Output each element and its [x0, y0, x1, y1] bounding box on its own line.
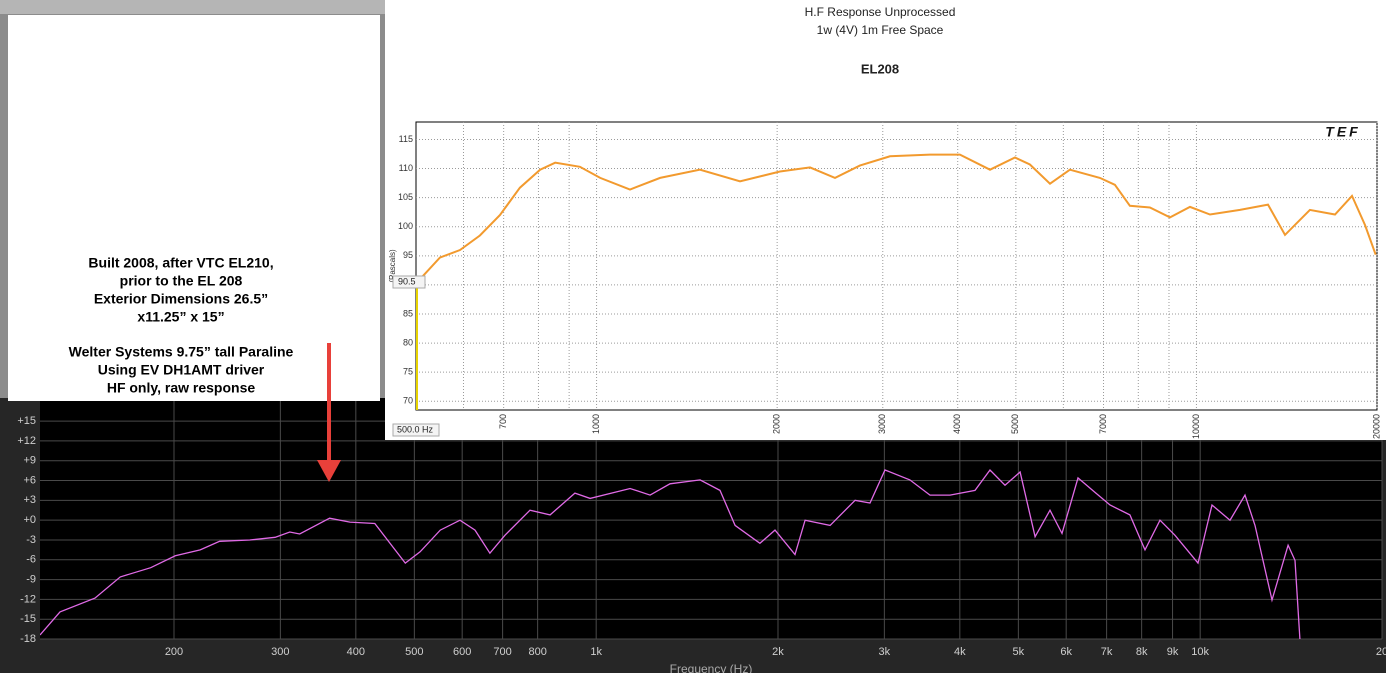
x-tick-label: 10000	[1191, 414, 1201, 439]
cursor-x-label: 500.0 Hz	[397, 424, 434, 434]
chart-heading: EL208	[861, 61, 899, 76]
y-tick-label: +0	[23, 514, 36, 526]
chart-title: H.F Response Unprocessed	[805, 5, 956, 19]
response-curve	[40, 469, 1301, 639]
cursor-y-label: 90.5	[398, 276, 416, 286]
x-tick-label: 7000	[1098, 414, 1108, 434]
logo: TEF	[1325, 124, 1360, 140]
x-tick-label: 4k	[954, 646, 966, 658]
y-tick-label: +3	[23, 494, 36, 506]
notes-background	[8, 15, 380, 401]
x-tick-label: 700	[493, 646, 511, 658]
x-tick-label: 600	[453, 646, 471, 658]
x-tick-label: 400	[347, 646, 365, 658]
y-tick-label: 85	[403, 308, 413, 318]
x-tick-label: 1000	[591, 414, 601, 434]
x-tick-label: 20000	[1371, 414, 1381, 439]
y-tick-label: -12	[20, 593, 36, 605]
y-tick-label: -9	[26, 573, 36, 585]
y-tick-label: 105	[398, 192, 413, 202]
y-tick-label: 75	[403, 367, 413, 377]
note-line: HF only, raw response	[107, 380, 256, 396]
y-tick-label: +12	[17, 435, 36, 447]
arrow-head	[317, 460, 341, 482]
notes-panel: Built 2008, after VTC EL210, prior to the…	[8, 15, 380, 482]
x-tick-label: 1k	[590, 646, 602, 658]
response-curve	[419, 153, 1377, 280]
x-tick-label: 5k	[1013, 646, 1025, 658]
tef-plot	[415, 121, 1378, 411]
note-line: prior to the EL 208	[120, 273, 243, 289]
y-tick-label: 100	[398, 221, 413, 231]
x-tick-label: 7k	[1101, 646, 1113, 658]
y-tick-label: -15	[20, 613, 36, 625]
cursor-y-box	[392, 275, 426, 289]
x-tick-label: 700	[498, 414, 508, 429]
x-tick-label: 2000	[772, 414, 782, 434]
x-tick-label: 300	[271, 646, 289, 658]
x-tick-label: 3000	[877, 414, 887, 434]
x-tick-label: 10k	[1191, 646, 1209, 658]
y-tick-label: -18	[20, 633, 36, 645]
cursor-x-box	[392, 423, 440, 437]
note-line: Welter Systems 9.75” tall Paraline	[69, 344, 294, 360]
y-axis-label: (Pascals)	[388, 249, 397, 283]
x-tick-label: 8k	[1136, 646, 1148, 658]
chart-subtitle: 1w (4V) 1m Free Space	[817, 23, 944, 37]
x-tick-label: 4000	[952, 414, 962, 434]
x-tick-label: 6k	[1060, 646, 1072, 658]
x-tick-label: 2k	[772, 646, 784, 658]
y-tick-label: +6	[23, 474, 36, 486]
y-tick-label: -3	[26, 534, 36, 546]
y-tick-label: 110	[399, 163, 413, 173]
bottom-analyzer: +15 +12 +9 +6 +3 +0 -3 -6 -9 -12 -15 -18 200 300 400 50…	[0, 398, 1386, 673]
x-tick-label: 20	[1376, 646, 1386, 658]
y-tick-label: +9	[23, 455, 36, 467]
note-line: Exterior Dimensions 26.5”	[94, 291, 268, 307]
tef-window: 7075808590951001051101157001000200030004…	[385, 0, 1386, 440]
y-tick-label: 80	[403, 337, 413, 347]
x-tick-label: 500	[405, 646, 423, 658]
x-axis-label: Frequency (Hz)	[670, 662, 753, 673]
window-bar	[0, 0, 385, 14]
y-tick-label: +15	[17, 415, 36, 427]
y-tick-label: 115	[399, 134, 413, 144]
x-tick-label: 9k	[1167, 646, 1179, 658]
note-line: Using EV DH1AMT driver	[98, 362, 265, 378]
x-tick-label: 3k	[879, 646, 891, 658]
y-tick-label: 70	[403, 396, 413, 406]
note-line: Built 2008, after VTC EL210,	[88, 255, 273, 271]
y-tick-label: 95	[403, 250, 413, 260]
x-tick-label: 800	[528, 646, 546, 658]
x-tick-label: 5000	[1010, 414, 1020, 434]
note-line: x11.25” x 15”	[137, 309, 224, 325]
y-tick-label: -6	[26, 554, 36, 566]
x-tick-label: 200	[165, 646, 183, 658]
